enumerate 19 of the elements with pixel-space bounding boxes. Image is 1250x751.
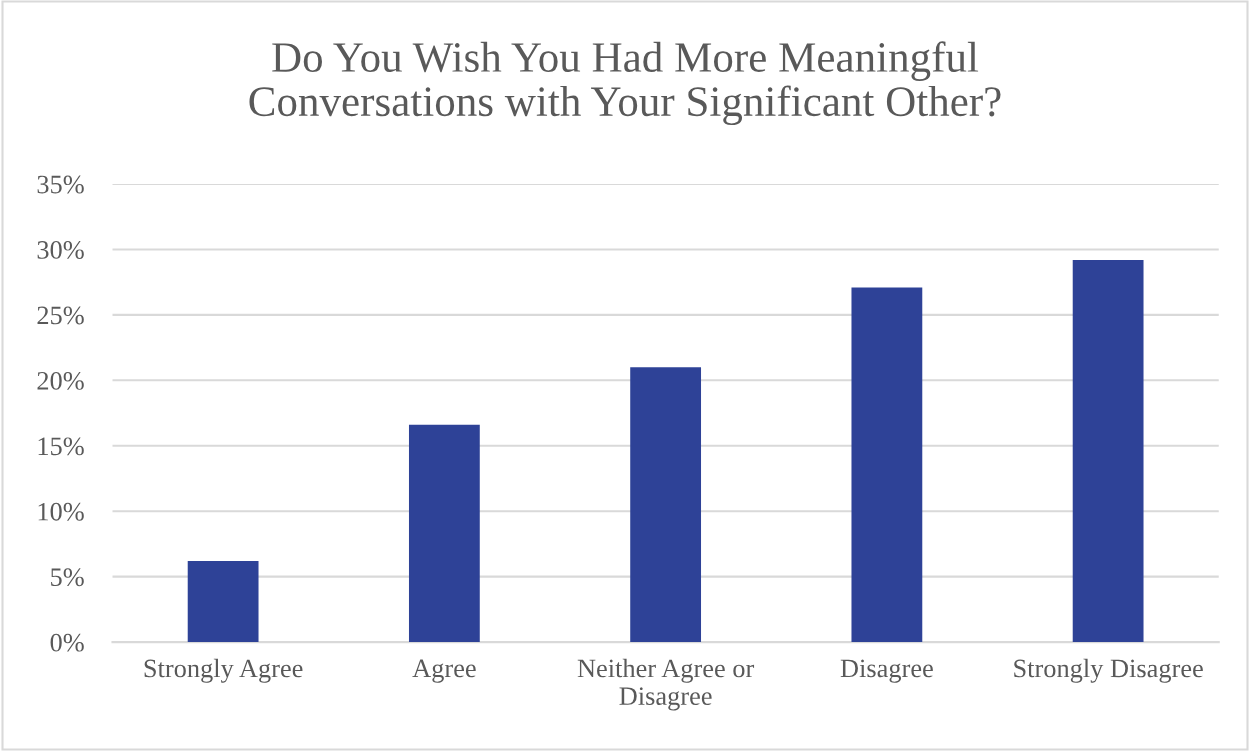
bar — [408, 424, 480, 643]
y-tick-label: 5% — [51, 568, 84, 587]
chart-title: Do You Wish You Had More Meaningful Conversations with Your Significant Other? — [249, 41, 1001, 126]
y-tick-label: 30% — [37, 241, 84, 259]
bar — [630, 367, 702, 643]
bar — [187, 560, 259, 643]
y-tick-label: 0% — [50, 633, 84, 652]
y-tick-label: 15% — [38, 437, 84, 456]
y-tick-label: 25% — [37, 306, 84, 325]
x-tick-label: Neither Agree or Disagree — [577, 658, 755, 711]
y-tick-label: 35% — [37, 175, 84, 194]
x-tick-label: Strongly Agree — [144, 658, 303, 683]
y-tick-label: 10% — [38, 502, 84, 521]
bar — [851, 287, 923, 643]
x-tick-label: Agree — [412, 659, 476, 683]
x-tick-label: Disagree — [840, 659, 933, 683]
x-tick-label: Strongly Disagree — [1014, 658, 1203, 683]
bar — [1072, 259, 1144, 643]
y-tick-label: 20% — [37, 371, 84, 390]
